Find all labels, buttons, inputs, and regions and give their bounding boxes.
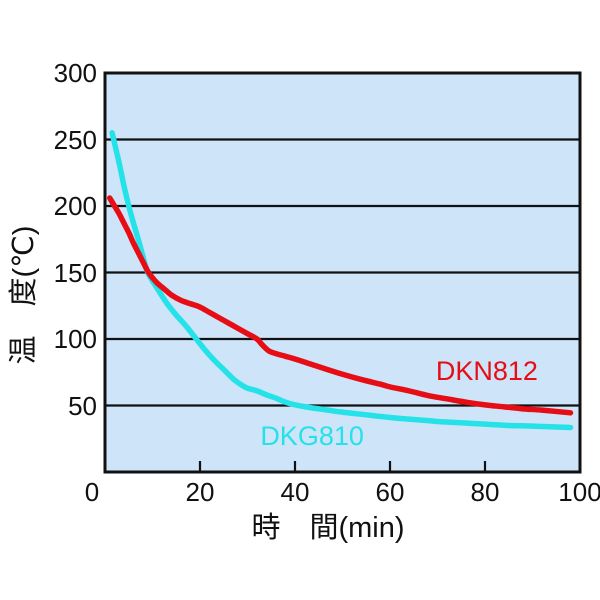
x-tick-label-80: 80 [470,477,500,507]
x-tick-label-0: 0 [84,477,100,507]
series-label-dkn812: DKN812 [435,355,538,386]
series-label-dkg810: DKG810 [260,421,364,452]
plot-border [103,71,582,474]
y-tick-label-50: 50 [68,390,97,421]
y-tick-label-300: 300 [53,58,97,88]
x-tick-label-40: 40 [280,477,310,507]
x-tick-label-60: 60 [375,477,405,507]
series-line-dkn812 [107,195,574,416]
x-tick-label-20: 20 [185,477,215,507]
y-tick-label-200: 200 [53,191,97,221]
y-tick-label-250: 250 [53,124,97,155]
x-axis-title: 時 間(min) [251,512,405,544]
y-tick-label-150: 150 [53,257,97,288]
x-tick-label-100: 100 [558,477,600,507]
y-tick-label-100: 100 [53,324,97,354]
